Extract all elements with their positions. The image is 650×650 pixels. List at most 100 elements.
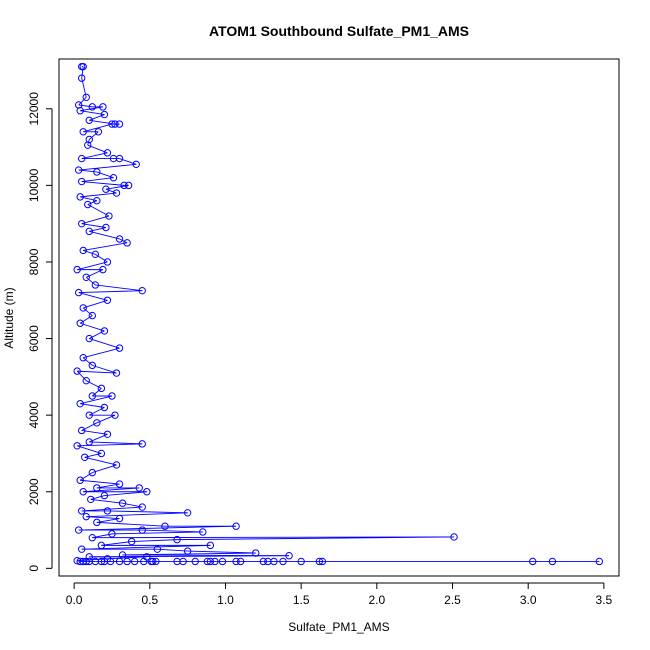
data-point: [315, 557, 324, 566]
data-point: [183, 547, 192, 555]
data-point: [112, 461, 121, 469]
data-point: [105, 212, 113, 220]
series-segment: [105, 184, 129, 190]
data-point: [88, 311, 96, 320]
x-tick-label: 3.5: [596, 593, 613, 607]
data-point: [76, 319, 84, 327]
data-point: [548, 557, 557, 566]
series-segment: [78, 290, 143, 294]
data-point: [285, 552, 293, 560]
data-point: [203, 557, 212, 566]
data-point: [191, 557, 199, 566]
data-point: [115, 154, 124, 163]
data-point: [236, 557, 245, 566]
data-point: [103, 149, 112, 157]
data-point: [94, 128, 103, 136]
data-point: [85, 411, 93, 419]
data-point: [78, 426, 86, 435]
data-point: [79, 128, 87, 136]
data-point: [97, 449, 106, 458]
data-point: [102, 223, 110, 232]
x-tick-label: 1.5: [293, 593, 310, 607]
x-tick-label: 2.5: [444, 593, 461, 607]
data-point: [138, 286, 146, 295]
y-axis: 0 2000 4000 6000 8000 10000 12000: [27, 92, 53, 572]
y-tick-label: 12000: [27, 92, 41, 126]
data-point: [118, 551, 127, 559]
data-point: [74, 166, 83, 174]
series-segment: [80, 110, 105, 115]
data-point: [73, 367, 81, 375]
series-segment: [89, 114, 105, 121]
data-point: [450, 533, 458, 541]
series-segment: [177, 536, 455, 541]
data-point: [88, 534, 96, 542]
data-point: [108, 392, 116, 400]
data-point: [111, 120, 119, 128]
data-point: [85, 438, 93, 446]
data-point: [82, 557, 90, 566]
data-point: [149, 557, 157, 566]
series-segment: [82, 357, 93, 366]
series-segment: [81, 177, 114, 182]
data-point: [124, 181, 133, 190]
series-segment: [92, 464, 117, 474]
data-point: [161, 522, 169, 530]
series-segment: [111, 531, 203, 535]
data-point: [115, 120, 124, 128]
data-point: [97, 557, 106, 566]
series-segment: [76, 370, 87, 381]
series-segment: [87, 204, 110, 217]
data-point: [93, 168, 101, 176]
series-segment: [79, 315, 93, 324]
x-tick-label: 0.5: [141, 593, 158, 607]
data-point: [297, 557, 305, 566]
series-segment: [80, 322, 105, 332]
series-segment: [86, 516, 120, 520]
data-point: [130, 557, 139, 566]
series-segment: [81, 181, 125, 186]
data-point: [88, 361, 96, 370]
series-segment: [92, 536, 455, 539]
series-segment: [119, 238, 128, 244]
data-point: [99, 265, 107, 274]
data-point: [100, 327, 109, 335]
data-point: [135, 484, 143, 492]
series-segment: [78, 104, 93, 108]
y-tick-label: 2000: [27, 478, 41, 505]
series-segment: [142, 529, 203, 533]
series-segment: [89, 119, 116, 125]
data-point: [111, 411, 119, 419]
data-point: [79, 62, 87, 71]
series-segment: [96, 483, 120, 489]
data-point: [73, 265, 81, 274]
series-segment: [78, 96, 87, 106]
series-segment: [92, 388, 102, 397]
data-point: [81, 453, 89, 461]
series-segment: [96, 521, 165, 527]
data-point: [199, 528, 207, 536]
series-segment: [83, 487, 140, 493]
series-segment: [80, 403, 105, 408]
data-point: [76, 399, 84, 408]
data-point: [103, 296, 112, 304]
series-segment: [89, 230, 120, 240]
series-segment: [131, 539, 178, 542]
series-points: [73, 62, 604, 566]
data-point: [270, 557, 278, 566]
chart-title: ATOM1 Southbound Sulfate_PM1_AMS: [209, 23, 469, 39]
data-point: [79, 246, 87, 255]
series-segment: [77, 443, 143, 447]
data-point: [153, 545, 162, 553]
y-axis-label: Altitude (m): [2, 287, 16, 348]
series-segment: [81, 223, 106, 228]
data-point: [78, 74, 86, 82]
data-point: [102, 185, 110, 193]
data-point: [100, 491, 109, 500]
data-point: [123, 557, 131, 566]
data-point: [76, 193, 84, 201]
data-point: [115, 344, 124, 352]
data-point: [82, 273, 90, 281]
data-point: [127, 537, 136, 546]
series-segment: [104, 491, 147, 497]
